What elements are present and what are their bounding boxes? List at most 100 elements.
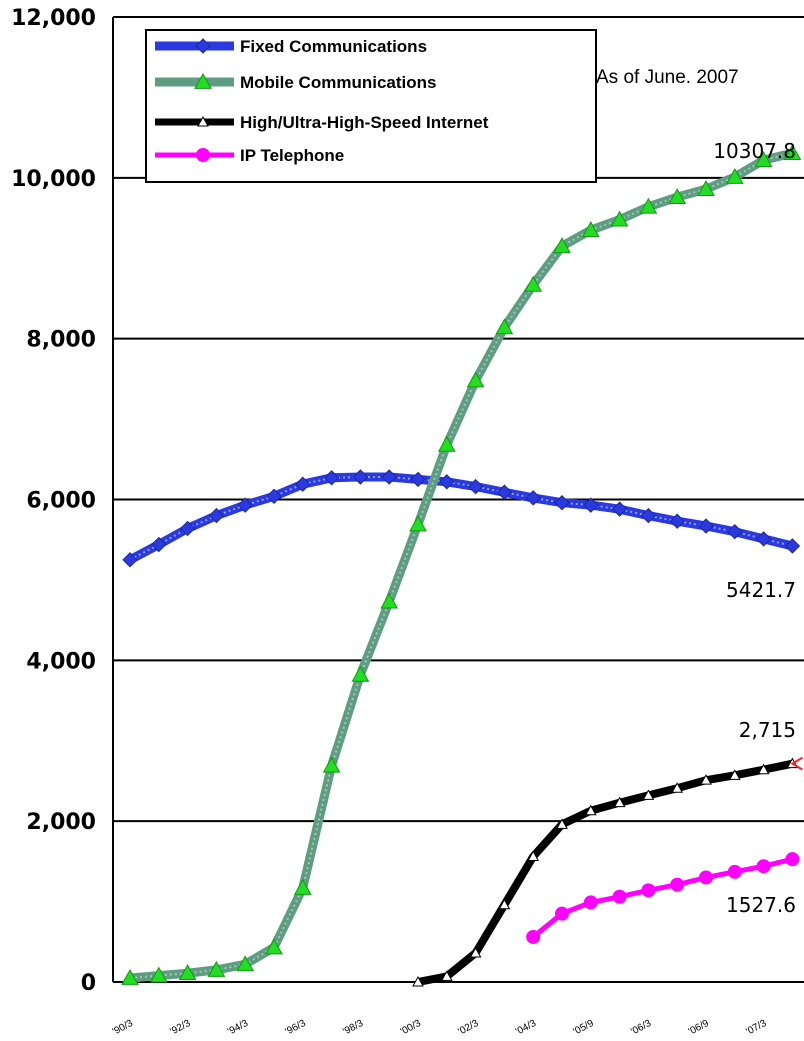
x-tick-label: '07/3	[744, 1018, 768, 1038]
data-point	[583, 497, 599, 513]
data-point	[611, 501, 628, 517]
data-point	[697, 180, 715, 196]
data-point	[207, 960, 226, 977]
y-tick-label: 6,000	[26, 489, 96, 514]
x-tick-label: '06/9	[687, 1018, 711, 1038]
data-point	[236, 955, 255, 972]
data-point	[295, 476, 311, 492]
x-tick-label: '90/3	[111, 1018, 135, 1038]
x-tick-label: '92/3	[168, 1018, 192, 1038]
data-point	[381, 469, 397, 485]
x-tick-label: '96/3	[284, 1018, 308, 1038]
data-point	[322, 756, 341, 773]
data-point	[613, 796, 626, 808]
data-point	[670, 877, 685, 892]
end-label-ip-telephone: 1527.6	[726, 893, 796, 917]
data-point	[671, 782, 684, 793]
data-point	[149, 966, 168, 983]
series-ip-telephone	[526, 852, 800, 944]
data-point	[526, 929, 541, 944]
series-mobile	[121, 144, 802, 985]
data-point	[581, 221, 600, 238]
x-axis-ticks: '90/3 '92/3 '94/3 '96/3 '98/3 '00/3 '02/3 '04/3…	[111, 1018, 769, 1038]
y-tick-label: 8,000	[26, 328, 96, 353]
data-point	[352, 469, 369, 485]
data-point	[756, 859, 771, 874]
data-point	[755, 531, 772, 547]
data-point	[409, 515, 427, 532]
data-point	[266, 488, 282, 504]
data-point	[612, 889, 627, 904]
data-point	[178, 964, 197, 981]
data-point	[496, 484, 513, 500]
x-tick-label: '02/3	[456, 1018, 480, 1038]
data-point	[498, 898, 511, 910]
legend-item-fixed: Fixed Communications	[155, 37, 427, 56]
series-layer	[121, 144, 803, 987]
data-point	[197, 115, 209, 127]
data-point	[727, 864, 742, 879]
data-point	[641, 883, 656, 898]
data-point	[323, 470, 340, 486]
series-line-texture	[129, 476, 793, 561]
data-point	[556, 818, 568, 829]
data-point	[208, 507, 225, 524]
data-point	[293, 878, 312, 895]
x-tick-label: '94/3	[226, 1018, 250, 1038]
end-labels: 5421.7 10307.8 2,715 1527.6	[713, 139, 796, 917]
data-point	[122, 552, 138, 568]
x-tick-label: '98/3	[341, 1018, 365, 1038]
data-point	[553, 237, 571, 254]
end-arrow-icon	[790, 756, 803, 771]
legend-item-ip-telephone: IP Telephone	[155, 146, 344, 165]
legend-label: Fixed Communications	[240, 37, 427, 56]
legend-item-internet: High/Ultra-High-Speed Internet	[155, 113, 489, 132]
data-point	[783, 144, 802, 160]
x-tick-label: '04/3	[514, 1018, 538, 1038]
data-point	[194, 72, 212, 89]
data-point	[700, 774, 712, 785]
data-point	[410, 471, 426, 488]
data-point	[583, 895, 598, 910]
data-point	[728, 769, 741, 780]
legend-item-mobile: Mobile Communications	[155, 72, 436, 92]
series-line	[127, 472, 794, 564]
data-point	[754, 151, 773, 168]
data-point	[554, 495, 570, 511]
series-line	[129, 148, 794, 983]
data-point	[237, 497, 253, 513]
data-point	[610, 210, 629, 227]
as-of-note: As of June. 2007	[596, 67, 739, 88]
series-line-texture	[129, 152, 793, 979]
data-point	[524, 275, 543, 292]
data-point	[725, 167, 744, 184]
data-point	[466, 371, 485, 388]
data-point	[639, 197, 658, 214]
data-point	[469, 947, 482, 958]
x-tick-label: '06/3	[629, 1018, 653, 1038]
legend-label: High/Ultra-High-Speed Internet	[240, 113, 489, 132]
y-tick-label: 4,000	[26, 649, 96, 674]
data-point	[785, 852, 800, 867]
data-point	[380, 592, 399, 609]
end-label-mobile: 10307.8	[713, 139, 796, 163]
data-point	[555, 906, 569, 921]
legend-label: Mobile Communications	[240, 73, 436, 92]
data-point	[669, 513, 685, 529]
end-label-fixed: 5421.7	[726, 578, 796, 602]
series-internet	[412, 757, 799, 987]
data-point	[196, 148, 210, 162]
data-point	[584, 804, 597, 816]
data-point	[698, 518, 714, 534]
end-label-internet: 2,715	[739, 718, 796, 742]
data-point	[437, 435, 456, 452]
x-tick-label: '05/9	[572, 1018, 596, 1038]
series-fixed	[122, 469, 801, 568]
y-tick-label: 10,000	[11, 167, 96, 192]
series-line	[531, 856, 793, 939]
data-point	[265, 938, 283, 955]
data-point	[179, 520, 196, 537]
data-point	[440, 970, 453, 981]
y-tick-label: 0	[81, 971, 96, 996]
